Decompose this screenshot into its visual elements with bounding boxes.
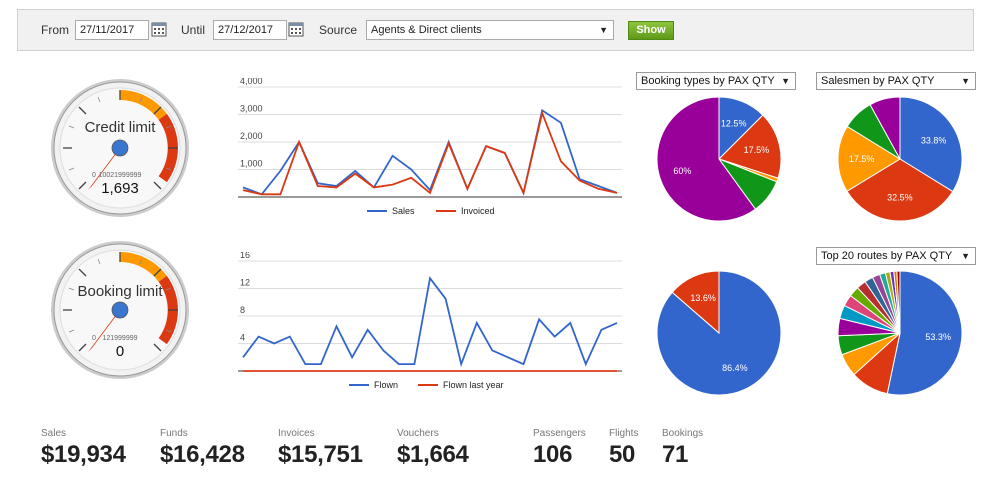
source-select[interactable]: Agents & Direct clients ▼ bbox=[366, 20, 614, 40]
dropdown-arrow-icon: ▼ bbox=[781, 76, 790, 86]
show-button[interactable]: Show bbox=[628, 21, 674, 40]
stat-value: $16,428 bbox=[160, 441, 245, 468]
salesmen-pie: 33.8% 32.5% 17.5% bbox=[837, 96, 963, 222]
y-tick-label: 3,000 bbox=[240, 104, 263, 114]
series-line bbox=[242, 110, 618, 196]
gauge-value: 1,693 bbox=[101, 180, 139, 197]
gauge-needle bbox=[88, 146, 122, 190]
gauge-title: Booking limit bbox=[77, 283, 163, 300]
y-tick-label: 4,000 bbox=[240, 78, 263, 86]
y-tick-label: 16 bbox=[240, 252, 250, 260]
legend-label: Flown last year bbox=[443, 380, 504, 390]
stat-value: 71 bbox=[662, 441, 689, 468]
salesmen-select-value: Salesmen by PAX QTY bbox=[821, 75, 935, 87]
y-tick-label: 12 bbox=[240, 278, 250, 288]
stat-value: $15,751 bbox=[278, 441, 363, 468]
booking-types-pie: 12.5% 17.5% 60% bbox=[656, 96, 782, 222]
pie-slice bbox=[718, 114, 782, 179]
stat-label: Bookings bbox=[662, 428, 704, 439]
legend-label: Invoiced bbox=[461, 206, 495, 216]
gauge-needle bbox=[88, 308, 122, 352]
credit-limit-gauge: Credit limit 10021999999 0 1,693 bbox=[50, 78, 190, 218]
pie-label: 53.3% bbox=[925, 332, 951, 342]
stat-vouchers: Vouchers $1,664 bbox=[397, 428, 469, 469]
booking-limit-gauge: Booking limit 121999999 0 0 bbox=[50, 240, 190, 380]
routes-select-value: Top 20 routes by PAX QTY bbox=[821, 250, 953, 262]
pie-slice bbox=[846, 158, 954, 222]
routes-pie: 53.3% bbox=[837, 270, 963, 396]
flown-line-chart: 16 12 8 4 Flown Flown last year bbox=[238, 252, 622, 390]
booking-types-select[interactable]: Booking types by PAX QTY ▼ bbox=[636, 72, 796, 90]
pie-slice bbox=[656, 96, 757, 222]
pie-label: 60% bbox=[673, 166, 691, 176]
gauge-hub bbox=[111, 301, 129, 319]
booking-types-select-value: Booking types by PAX QTY bbox=[641, 75, 775, 87]
stat-label: Invoices bbox=[278, 428, 315, 439]
stat-invoices: Invoices $15,751 bbox=[278, 428, 363, 469]
gauge-dial bbox=[51, 241, 189, 379]
calendar-icon[interactable] bbox=[151, 21, 167, 37]
y-tick-label: 2,000 bbox=[240, 131, 263, 141]
y-tick-label: 4 bbox=[240, 333, 245, 343]
legend-label: Sales bbox=[392, 206, 415, 216]
stat-label: Passengers bbox=[533, 428, 586, 439]
flown-share-pie: 86.4% 13.6% bbox=[656, 270, 782, 396]
from-label: From bbox=[41, 23, 69, 37]
stat-label: Vouchers bbox=[397, 428, 439, 439]
gauge-value: 0 bbox=[115, 343, 125, 360]
legend-label: Flown bbox=[374, 380, 398, 390]
stat-passengers: Passengers 106 bbox=[533, 428, 586, 469]
pie-slice bbox=[899, 96, 963, 193]
pie-label: 17.5% bbox=[849, 154, 875, 164]
pie-slice bbox=[671, 270, 720, 335]
stat-value: $19,934 bbox=[41, 441, 126, 468]
stat-value: 106 bbox=[533, 441, 573, 468]
gauge-title: Credit limit bbox=[84, 119, 156, 136]
calendar-icon[interactable] bbox=[288, 21, 304, 37]
dropdown-arrow-icon: ▼ bbox=[961, 76, 970, 86]
pie-label: 86.4% bbox=[722, 363, 748, 373]
gauge-max-text: 121999999 bbox=[102, 335, 138, 342]
stat-funds: Funds $16,428 bbox=[160, 428, 245, 469]
series-line bbox=[242, 276, 618, 368]
routes-select[interactable]: Top 20 routes by PAX QTY ▼ bbox=[816, 247, 976, 265]
pie-slice bbox=[869, 96, 901, 160]
pie-slice bbox=[896, 270, 901, 334]
series-line bbox=[242, 108, 618, 196]
source-select-value: Agents & Direct clients bbox=[371, 24, 482, 36]
stat-sales: Sales $19,934 bbox=[41, 428, 126, 469]
filter-bar: From 27/11/2017 Until 27/12/2017 Source … bbox=[17, 9, 974, 51]
pie-slice bbox=[837, 125, 901, 192]
gauge-zero-text: 0 bbox=[92, 172, 96, 179]
sales-line-chart: 4,000 3,000 2,000 1,000 Sales Invoiced bbox=[238, 78, 622, 216]
gauge-hub bbox=[111, 139, 129, 157]
until-date-input[interactable]: 27/12/2017 bbox=[213, 20, 287, 40]
gauge-dial bbox=[51, 79, 189, 217]
pie-slice bbox=[886, 270, 963, 396]
gauge-max-text: 10021999999 bbox=[98, 172, 142, 179]
pie-label: 32.5% bbox=[887, 192, 913, 202]
stat-flights: Flights 50 bbox=[609, 428, 638, 469]
until-label: Until bbox=[181, 23, 206, 37]
stat-label: Flights bbox=[609, 428, 639, 439]
pie-label: 13.6% bbox=[690, 293, 716, 303]
y-tick-label: 8 bbox=[240, 305, 245, 315]
stat-label: Funds bbox=[160, 428, 188, 439]
y-tick-label: 1,000 bbox=[240, 159, 263, 169]
gauge-zero-text: 0 bbox=[92, 335, 96, 342]
pie-label: 12.5% bbox=[721, 119, 747, 129]
stat-value: 50 bbox=[609, 441, 636, 468]
salesmen-select[interactable]: Salesmen by PAX QTY ▼ bbox=[816, 72, 976, 90]
stat-value: $1,664 bbox=[397, 441, 469, 468]
pie-label: 17.5% bbox=[744, 145, 770, 155]
stat-label: Sales bbox=[41, 428, 67, 439]
stat-bookings: Bookings 71 bbox=[662, 428, 703, 469]
from-date-input[interactable]: 27/11/2017 bbox=[75, 20, 149, 40]
source-label: Source bbox=[319, 23, 358, 37]
dropdown-arrow-icon: ▼ bbox=[961, 251, 970, 261]
dropdown-arrow-icon: ▼ bbox=[599, 25, 608, 35]
pie-label: 33.8% bbox=[921, 135, 947, 145]
